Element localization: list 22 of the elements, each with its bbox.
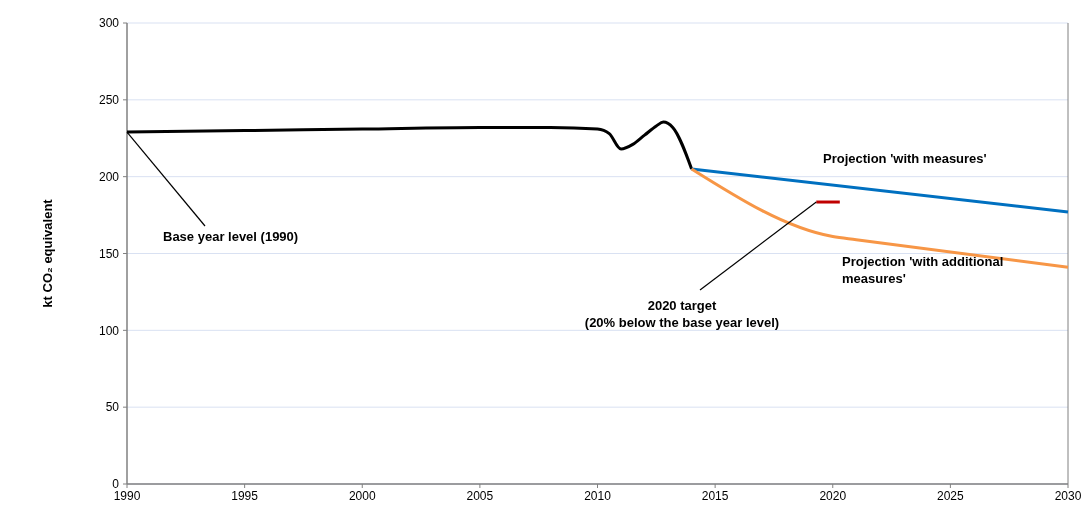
x-tick-label: 2025 (937, 489, 965, 503)
x-tick-label: 2005 (466, 489, 494, 503)
annotation: Projection 'with measures' (823, 151, 987, 166)
x-tick-label: 2020 (819, 489, 847, 503)
line-series (690, 167, 1070, 269)
y-tick-label: 50 (105, 400, 120, 415)
y-tick-label: 250 (98, 93, 120, 108)
annotation: 2020 target (20% below the base year level) (584, 298, 780, 330)
y-axis-title: kt CO₂ equivalent (40, 198, 55, 308)
y-tick-label: 200 (98, 169, 120, 184)
x-tick-label: 2000 (348, 489, 376, 503)
x-tick-label: 1995 (231, 489, 259, 503)
y-tick-label: 0 (112, 477, 120, 492)
x-tick-label: 2015 (701, 489, 729, 503)
x-tick-label: 2030 (1054, 489, 1082, 503)
y-tick-label: 300 (98, 16, 120, 31)
annotation: Projection 'with additional measures' (842, 254, 1004, 286)
x-tick-label: 1990 (113, 489, 141, 503)
annotation: Base year level (1990) (163, 229, 299, 244)
x-tick-label: 2010 (584, 489, 612, 503)
y-tick-label: 100 (98, 323, 120, 338)
y-tick-label: 150 (98, 246, 120, 261)
